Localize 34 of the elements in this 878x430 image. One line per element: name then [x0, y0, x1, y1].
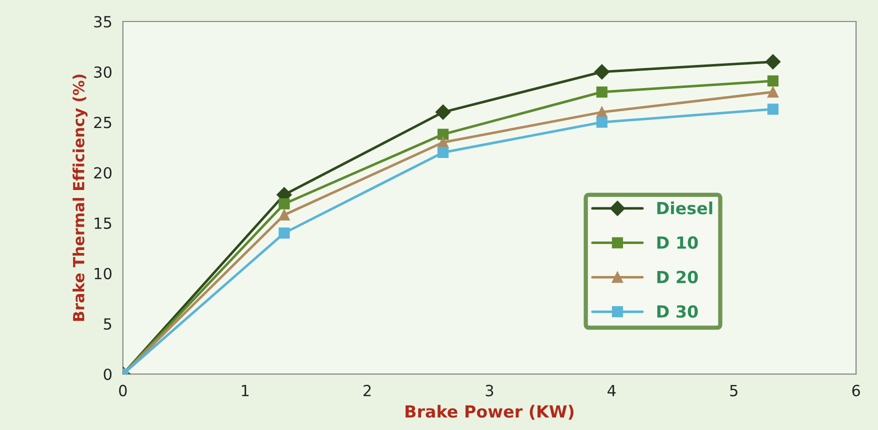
x-axis-title: Brake Power (KW)	[406, 404, 574, 420]
y-tick-label: 25	[94, 116, 112, 128]
point	[767, 86, 779, 98]
point	[437, 146, 449, 158]
point	[594, 64, 610, 80]
y-tick-label: 35	[94, 16, 112, 28]
x-tick-label: 3	[486, 384, 494, 396]
x-tick-label: 5	[730, 384, 738, 396]
point	[767, 75, 779, 86]
y-tick-label: 10	[94, 268, 112, 280]
legend-label: D 10	[657, 236, 698, 249]
x-tick-label: 0	[119, 384, 127, 396]
x-tick-label: 1	[242, 384, 249, 396]
legend-label: Diesel	[657, 202, 712, 214]
point	[278, 198, 290, 210]
point	[596, 86, 608, 98]
point	[596, 116, 608, 128]
point	[278, 209, 290, 220]
point	[278, 228, 290, 239]
legend-label: D 20	[657, 270, 698, 284]
y-tick-label: 20	[94, 167, 112, 179]
point	[437, 128, 449, 140]
legend-label: D 30	[657, 305, 698, 318]
point	[435, 104, 451, 120]
point	[767, 104, 779, 115]
x-tick-label: 4	[608, 384, 616, 396]
y-tick-label: 0	[104, 368, 112, 380]
y-axis-title: Brake Thermal Efficiency (%)	[72, 74, 88, 321]
x-tick-label: 2	[364, 384, 371, 396]
x-tick-label: 6	[852, 384, 860, 396]
y-tick-label: 5	[104, 318, 112, 330]
y-tick-label: 30	[94, 66, 112, 78]
point	[765, 54, 781, 70]
y-tick-label: 15	[94, 218, 112, 230]
